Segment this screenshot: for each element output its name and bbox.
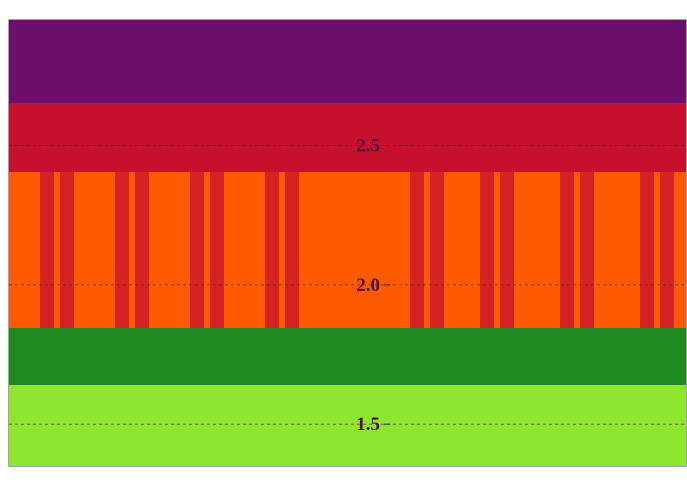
stripe-11 (500, 125, 514, 328)
stripe-12 (560, 125, 574, 328)
color-band-1 (9, 103, 686, 125)
stripe-14 (640, 125, 654, 328)
stripe-15 (660, 125, 674, 328)
color-band-0 (9, 20, 686, 103)
color-band-5 (9, 385, 686, 466)
stripe-10 (480, 125, 494, 328)
stripe-6 (265, 125, 279, 328)
stripe-9 (430, 125, 444, 328)
stripe-13 (580, 125, 594, 328)
stripe-1 (60, 125, 74, 328)
stripe-4 (190, 125, 204, 328)
stripe-7 (285, 125, 299, 328)
stripe-5 (210, 125, 224, 328)
color-band-4 (9, 328, 686, 385)
stripe-3 (135, 125, 149, 328)
bar-stripes (40, 125, 674, 328)
stripe-8 (410, 125, 424, 328)
y-axis-ticks: 2.5 2.0 1.5 (356, 135, 390, 435)
y-tick-label-0: 2.5 (356, 135, 380, 156)
stripe-2 (115, 125, 129, 328)
gridlines (9, 144, 686, 425)
y-tick-label-1: 2.0 (356, 275, 380, 296)
stripe-0 (40, 125, 54, 328)
y-tick-label-2: 1.5 (356, 414, 380, 435)
